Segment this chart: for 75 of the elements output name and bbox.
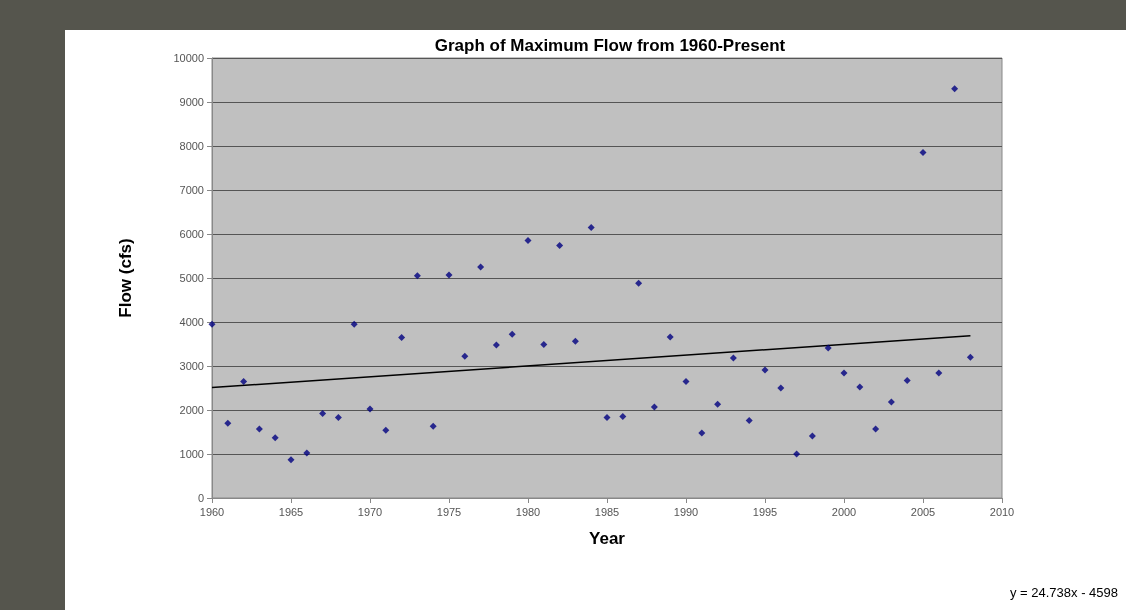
chart-title: Graph of Maximum Flow from 1960-Present: [434, 36, 786, 55]
y-tick-label: 5000: [179, 272, 204, 284]
x-tick-label: 2005: [910, 505, 936, 518]
point: [461, 352, 469, 360]
point: [382, 426, 390, 434]
point: [666, 333, 674, 341]
x-tick-label: 1960: [199, 505, 225, 518]
point: [413, 272, 421, 280]
y-tick-label: 3000: [179, 360, 204, 372]
point: [398, 333, 406, 341]
point: [824, 344, 832, 352]
y-tick-label: 7000: [179, 184, 204, 196]
x-tick-label: 2010: [989, 505, 1015, 518]
point: [887, 398, 895, 406]
y-tick-label: 2000: [179, 404, 204, 416]
point: [872, 425, 880, 433]
point: [208, 320, 216, 328]
point: [366, 405, 374, 413]
point: [714, 400, 722, 408]
x-tick-label: 1965: [278, 505, 304, 518]
x-tick-label: 1970: [357, 505, 383, 518]
point: [729, 354, 737, 362]
point: [287, 456, 295, 464]
point: [508, 330, 516, 338]
point: [856, 383, 864, 391]
point: [587, 223, 595, 231]
point: [951, 85, 959, 93]
point: [966, 353, 974, 361]
point: [777, 384, 785, 392]
point: [919, 149, 927, 157]
point: [429, 422, 437, 430]
x-axis-title: Year: [589, 529, 626, 548]
point: [793, 450, 801, 458]
text: y = 24.738x - 4598: [1009, 585, 1118, 600]
point: [477, 263, 485, 271]
x-tick-label: 1980: [515, 505, 541, 518]
point: [303, 449, 311, 457]
point: [745, 417, 753, 425]
x-tick-label: 1985: [594, 505, 620, 518]
point: [682, 377, 690, 385]
point: [619, 413, 627, 421]
y-tick-label: 10000: [173, 52, 204, 64]
x-tick-label: 1990: [673, 505, 699, 518]
point: [903, 377, 911, 385]
point: [350, 320, 358, 328]
point: [698, 429, 706, 437]
y-tick-label: 6000: [179, 228, 204, 240]
point: [224, 419, 232, 427]
point: [635, 279, 643, 287]
point: [761, 366, 769, 374]
y-tick-label: 1000: [179, 448, 204, 460]
point: [571, 337, 579, 345]
point: [840, 369, 848, 377]
y-tick-label: 8000: [179, 140, 204, 152]
y-tick-label: 9000: [179, 96, 204, 108]
point: [540, 340, 548, 348]
point: [319, 410, 327, 418]
point: [808, 432, 816, 440]
y-axis-title: Flow (cfs): [116, 238, 135, 318]
point: [650, 403, 658, 411]
point: [492, 341, 500, 349]
point: [935, 369, 943, 377]
point: [524, 237, 532, 245]
x-tick-label: 1995: [752, 505, 778, 518]
point: [271, 434, 279, 442]
point: [240, 377, 248, 385]
point: [603, 413, 611, 421]
x-tick-label: 1975: [436, 505, 462, 518]
y-tick-label: 0: [197, 492, 204, 504]
point: [334, 413, 342, 421]
point: [445, 271, 453, 279]
point: [556, 241, 564, 249]
y-tick-label: 4000: [179, 316, 204, 328]
x-tick-label: 2000: [831, 505, 857, 518]
point: [255, 425, 263, 433]
